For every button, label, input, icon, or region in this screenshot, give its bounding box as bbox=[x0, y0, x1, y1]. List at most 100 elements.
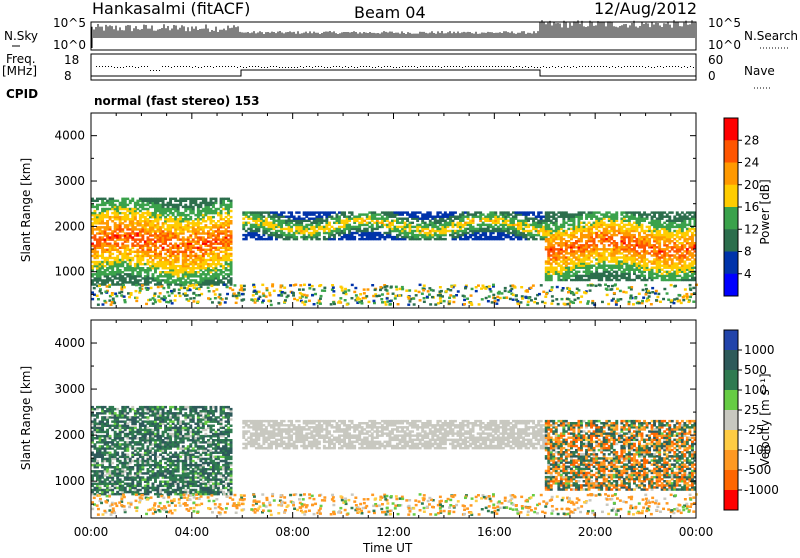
power-cell bbox=[192, 255, 195, 257]
power-cell bbox=[225, 212, 228, 214]
power-cell bbox=[600, 220, 603, 222]
power-cell bbox=[187, 228, 190, 230]
power-cell bbox=[643, 244, 646, 246]
power-cell bbox=[636, 275, 639, 277]
power-cell bbox=[651, 224, 654, 226]
power-cell bbox=[106, 222, 109, 224]
power-cell bbox=[603, 260, 606, 262]
power-cell bbox=[484, 224, 487, 226]
power-cell bbox=[199, 245, 202, 247]
power-cell bbox=[620, 256, 623, 258]
power-cell bbox=[462, 211, 465, 213]
power-cell bbox=[106, 232, 109, 234]
power-cell bbox=[683, 240, 686, 242]
power-cell bbox=[595, 258, 598, 260]
power-cell bbox=[416, 234, 419, 236]
power-cell bbox=[308, 218, 311, 220]
power-cell bbox=[220, 263, 223, 265]
power-cell bbox=[600, 224, 603, 226]
power-cell bbox=[623, 234, 626, 236]
power-cell bbox=[515, 234, 518, 236]
power-cell bbox=[633, 230, 636, 232]
power-cell bbox=[605, 269, 608, 271]
power-cell bbox=[663, 265, 666, 267]
power-cell bbox=[215, 273, 218, 275]
freq-dot bbox=[198, 67, 199, 68]
power-cell bbox=[220, 251, 223, 253]
power-cell bbox=[542, 226, 545, 228]
power-cell bbox=[131, 281, 134, 283]
freq-dot bbox=[255, 66, 256, 67]
power-cell bbox=[177, 200, 180, 202]
power-cell bbox=[177, 218, 180, 220]
power-cell bbox=[631, 234, 634, 236]
power-cell bbox=[174, 267, 177, 269]
power-cell bbox=[94, 245, 97, 247]
power-cell bbox=[262, 220, 265, 222]
power-cell bbox=[555, 220, 558, 222]
freq-dot bbox=[276, 66, 277, 67]
freq-dot bbox=[387, 66, 388, 67]
power-cell bbox=[308, 232, 311, 234]
freq-dot bbox=[105, 66, 106, 67]
power-cell bbox=[157, 283, 160, 285]
power-cell bbox=[293, 220, 296, 222]
power-cell bbox=[147, 243, 150, 245]
power-cell bbox=[212, 238, 215, 240]
power-cell bbox=[643, 275, 646, 277]
power-cell bbox=[303, 218, 306, 220]
power-cell bbox=[608, 240, 611, 242]
power-cell bbox=[99, 198, 102, 200]
freq-dot bbox=[240, 66, 241, 67]
power-cell bbox=[545, 230, 548, 232]
freq-dot bbox=[195, 66, 196, 67]
power-cell bbox=[631, 211, 634, 213]
power-cell bbox=[318, 220, 321, 222]
power-cell bbox=[502, 216, 505, 218]
power-cell bbox=[227, 279, 230, 281]
power-cell bbox=[154, 208, 157, 210]
freq-dot bbox=[291, 67, 292, 68]
power-cell bbox=[575, 216, 578, 218]
power-cell bbox=[204, 273, 207, 275]
power-cell bbox=[653, 220, 656, 222]
freq-dot bbox=[183, 66, 184, 67]
power-cell bbox=[139, 198, 142, 200]
power-cell bbox=[588, 234, 591, 236]
power-cell bbox=[636, 244, 639, 246]
power-cell bbox=[220, 279, 223, 281]
power-cell bbox=[124, 261, 127, 263]
power-cell bbox=[111, 198, 114, 200]
power-cell bbox=[189, 273, 192, 275]
freq-dot bbox=[315, 66, 316, 67]
power-cell bbox=[358, 234, 361, 236]
power-cell bbox=[641, 250, 644, 252]
power-cell bbox=[540, 224, 543, 226]
freq-dot bbox=[621, 67, 622, 68]
power-cell bbox=[215, 208, 218, 210]
power-cell bbox=[139, 228, 142, 230]
power-cell bbox=[265, 238, 268, 240]
power-cell bbox=[598, 220, 601, 222]
power-cell bbox=[557, 265, 560, 267]
power-cell bbox=[504, 220, 507, 222]
power-cell bbox=[643, 265, 646, 267]
power-cell bbox=[227, 198, 230, 200]
freq-dot bbox=[681, 67, 682, 68]
power-cell bbox=[202, 277, 205, 279]
freq-dot bbox=[252, 66, 253, 67]
power-cell bbox=[600, 232, 603, 234]
power-cell bbox=[648, 230, 651, 232]
power-cell bbox=[368, 234, 371, 236]
power-cell bbox=[106, 228, 109, 230]
power-cell bbox=[595, 211, 598, 213]
power-cell bbox=[126, 204, 129, 206]
power-cell bbox=[676, 211, 679, 213]
power-cell bbox=[623, 260, 626, 262]
power-cell bbox=[366, 230, 369, 232]
power-cell bbox=[250, 230, 253, 232]
power-cell bbox=[691, 279, 694, 281]
freq-dot bbox=[693, 67, 694, 68]
power-cell bbox=[255, 234, 258, 236]
power-cell bbox=[204, 277, 207, 279]
